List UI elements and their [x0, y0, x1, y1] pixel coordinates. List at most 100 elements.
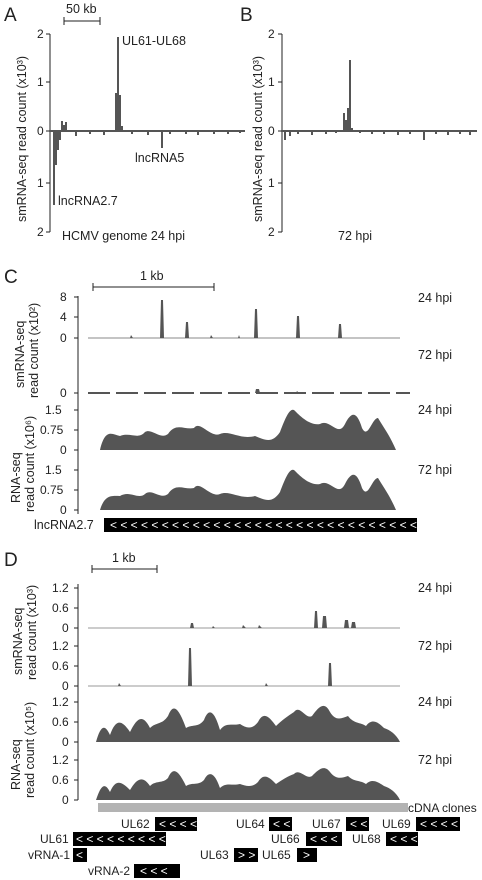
gene-arrows-ul65: >: [303, 848, 310, 862]
tick-label-d4-1-2: 1.2: [52, 753, 69, 767]
gene-arrows-ul66: < < <: [310, 832, 338, 846]
tick-label-c3-0: 0: [60, 443, 67, 457]
sm-ylabel-c-line1: smRNA-seq: [13, 321, 27, 388]
annotation-lncrna5: lncRNA5: [135, 151, 184, 165]
tick-label-d2-0: 0: [62, 679, 69, 693]
gene-arrows-ul69: < < < <: [420, 817, 458, 831]
gene-arrows-lncrna2-7: < < < < < < < < < < < < < < < < < < < < …: [110, 518, 417, 532]
sm-ylabel-c-line2: read count (x10²): [27, 303, 41, 398]
gene-bar-ul69: [416, 817, 460, 831]
gene-bar-ul62: [155, 817, 197, 831]
smrna-peaks-d1: [190, 611, 356, 628]
panel-a-letter: A: [4, 5, 17, 26]
y-tick-label-b-2: 2: [268, 27, 275, 41]
gene-arrows-ul63: > >: [238, 848, 255, 862]
gene-arrows-ul67: < <: [350, 817, 367, 831]
gene-label-ul62: UL62: [121, 817, 150, 831]
panel-b: B 2 1 0 1 2 smRNA-seq read count (x10³) …: [240, 5, 477, 243]
gene-bar-ul66: [306, 832, 342, 846]
tick-label-d1-1-2: 1.2: [52, 581, 69, 595]
gene-label-ul67: UL67: [312, 817, 341, 831]
annotation-ul61-ul68: UL61-UL68: [122, 34, 186, 48]
gene-arrows-ul62: < < < <: [159, 817, 197, 831]
track-d2-label: 72 hpi: [418, 639, 452, 653]
tick-label-c3-1-5: 1.5: [45, 403, 62, 417]
tick-label-d2-0-6: 0.6: [52, 659, 69, 673]
tick-label-d3-1-2: 1.2: [52, 695, 69, 709]
gene-label-ul69: UL69: [382, 817, 411, 831]
y-tick-label-b-m2: 2: [268, 225, 275, 239]
coverage-trace-b: [284, 60, 471, 140]
track-c2-label: 72 hpi: [418, 348, 452, 362]
gene-bar-lncrna2-7: [104, 518, 417, 532]
gene-bar-ul63: [234, 848, 258, 862]
rna-ylabel-c-line1: RNA-seq: [9, 452, 23, 503]
caption-b: 72 hpi: [338, 229, 372, 243]
tick-label-c1-0: 0: [60, 331, 67, 345]
track-c4-label: 72 hpi: [418, 463, 452, 477]
rna-ylabel-d-line2: read count (x10⁵): [23, 702, 37, 798]
y-tick-label-b-1: 1: [268, 75, 275, 89]
track-d3-label: 24 hpi: [418, 695, 452, 709]
rna-ylabel-c-line2: read count (x10⁶): [23, 416, 37, 512]
panel-d: D 1 kb 1.2 0.6 0 1.2 0.6 0 1.2 0.6 0 1.2…: [4, 550, 477, 878]
tick-label-c4-1-5: 1.5: [45, 463, 62, 477]
y-tick-label-b-0: 0: [268, 124, 275, 138]
cdna-clones-bar: [98, 803, 408, 812]
gene-bar-ul65: [297, 848, 317, 862]
tick-label-d4-0: 0: [62, 793, 69, 807]
gene-label-vrna-2: vRNA-2: [88, 864, 130, 878]
gene-label-lncrna2-7: lncRNA2.7: [34, 518, 94, 532]
track-d1-label: 24 hpi: [418, 581, 452, 595]
rnaseq-coverage-d3: [96, 705, 400, 742]
gene-arrows-ul64: < <: [273, 817, 290, 831]
rnaseq-coverage-c3: [100, 409, 396, 450]
gene-label-ul66: UL66: [271, 832, 300, 846]
gene-label-ul63: UL63: [200, 848, 229, 862]
tick-label-c1-8: 8: [60, 290, 67, 304]
tick-label-c1-4: 4: [60, 310, 67, 324]
gene-arrows-ul68: < < <: [390, 832, 418, 846]
annotation-lncrna2-7: lncRNA2.7: [58, 194, 118, 208]
gene-arrows-vrna-2: < < <: [140, 864, 168, 878]
tick-label-d3-0: 0: [62, 735, 69, 749]
smrna-peaks-d2: [118, 648, 332, 686]
scale-bar-a-label: 50 kb: [66, 2, 97, 16]
tick-label-d1-0-6: 0.6: [52, 601, 69, 615]
track-c1-label: 24 hpi: [418, 291, 452, 305]
gene-label-ul65: UL65: [262, 848, 291, 862]
sm-ylabel-d-line2: read count (x10³): [25, 585, 39, 680]
cdna-clones-label: cDNA clones: [408, 801, 477, 815]
tick-label-c2-0: 0: [60, 386, 67, 400]
panel-d-letter: D: [4, 550, 18, 571]
y-tick-label-a-1: 1: [37, 75, 44, 89]
gene-bar-ul67: [346, 817, 369, 831]
gene-label-ul61: UL61: [40, 832, 69, 846]
gene-bar-vrna-2: [134, 864, 180, 878]
track-c3-label: 24 hpi: [418, 403, 452, 417]
tick-label-d4-0-6: 0.6: [52, 773, 69, 787]
tick-label-c3-0-75: 0.75: [40, 423, 64, 437]
y-tick-label-b-m1: 1: [268, 176, 275, 190]
y-tick-label-a-2: 2: [37, 27, 44, 41]
sm-ylabel-d-line1: smRNA-seq: [11, 608, 25, 675]
tick-label-c4-0-75: 0.75: [40, 483, 64, 497]
y-axis-label-a: smRNA-seq read count (x10³): [15, 56, 29, 222]
rnaseq-coverage-d4: [96, 768, 400, 800]
y-tick-label-a-0: 0: [37, 124, 44, 138]
scale-bar-c-label: 1 kb: [140, 269, 164, 283]
track-d4-label: 72 hpi: [418, 753, 452, 767]
coverage-trace-a: [53, 37, 241, 205]
panel-a: A 50 kb 2 1 0 1 2 smRNA-seq read count (…: [4, 2, 245, 243]
rna-ylabel-d-line1: RNA-seq: [9, 739, 23, 790]
smrna-peaks-c1: [130, 300, 342, 338]
rnaseq-coverage-c4: [100, 469, 396, 510]
smrna-peaks-c2: [255, 389, 299, 393]
panel-c: C 1 kb 8 4 0 0 1.5 0.75 0 1.5 0.75 0 smR…: [4, 267, 452, 532]
scale-bar-d-label: 1 kb: [112, 551, 136, 565]
tick-label-d2-1-2: 1.2: [52, 639, 69, 653]
gene-bar-ul64: [269, 817, 292, 831]
y-tick-label-a-m1: 1: [37, 176, 44, 190]
gene-label-vrna-1: vRNA-1: [28, 848, 70, 862]
